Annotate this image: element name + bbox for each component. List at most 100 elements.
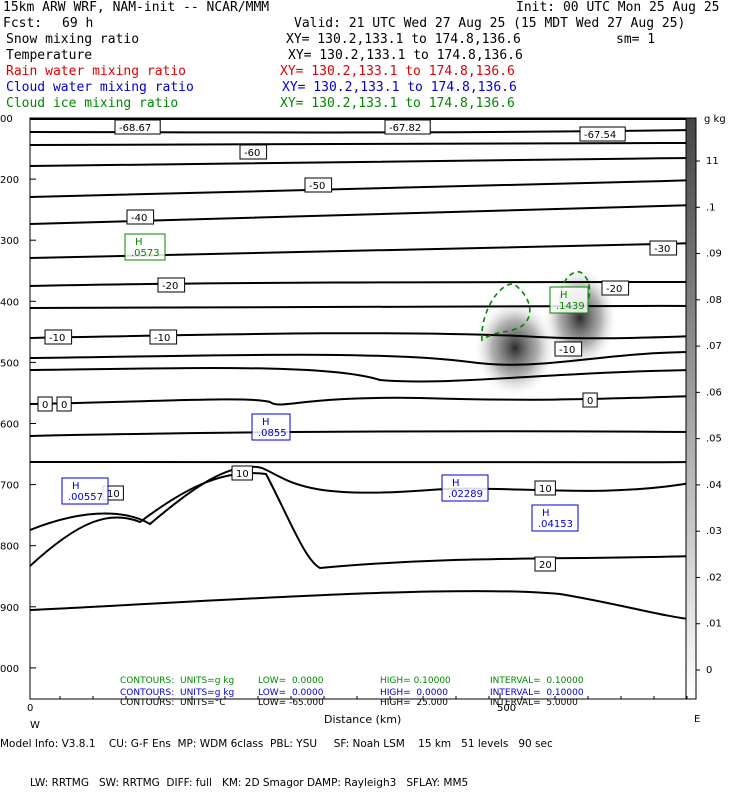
- y-tick-label: 500: [0, 358, 19, 369]
- maximum-box: [124, 233, 166, 261]
- maximum-symbol: H: [262, 417, 270, 428]
- y-tick-label: 00: [0, 114, 13, 125]
- colorbar-tick-label: .01: [706, 619, 722, 630]
- maximum-box: [61, 477, 109, 505]
- field-xy-cloud-ice: XY= 130.2,133.1 to 174.8,136.6: [280, 96, 515, 111]
- contour-info-text: LOW= -65.000: [258, 698, 324, 708]
- contour-label-box: [649, 240, 678, 256]
- field-xy-temperature: XY= 130.2,133.1 to 174.8,136.6: [288, 48, 523, 63]
- contour-label: 20: [539, 560, 552, 571]
- distance-label: Distance (km): [324, 713, 402, 726]
- contour-info-text: HIGH= 25.000: [380, 698, 448, 708]
- colorbar-tick-label: .08: [706, 295, 722, 306]
- maximum-symbol: H: [135, 237, 143, 248]
- contour-info-text: INTERVAL= 5.0000: [490, 698, 578, 708]
- maximum-value: .00557: [68, 492, 103, 503]
- y-tick-label: 400: [0, 297, 19, 308]
- contour-label-box: [384, 119, 431, 135]
- maximum-box: [441, 474, 489, 502]
- colorbar-tick-label: .02: [706, 572, 722, 583]
- corner-east: E: [694, 714, 701, 725]
- contour-label: 10: [236, 469, 249, 480]
- contour-label: -10: [559, 345, 575, 356]
- maximum-value: .0573: [131, 248, 160, 259]
- contour-label-box: [582, 392, 598, 408]
- contour-label-box: [44, 329, 73, 345]
- contour-info-text: INTERVAL= 0.10000: [490, 688, 584, 698]
- contour-label-box: [114, 119, 161, 135]
- y-tick-label: 700: [0, 481, 19, 492]
- contour-line: [29, 129, 697, 134]
- contour-label: -40: [131, 213, 147, 224]
- field-name-rain: Rain water mixing ratio: [6, 64, 187, 79]
- maximum-symbol: H: [72, 481, 80, 492]
- contour-label-box: [239, 144, 268, 160]
- model-title: 15km ARW WRF, NAM-init -- NCAR/MMM: [3, 0, 270, 15]
- contour-label: -30: [654, 244, 670, 255]
- x-axis-ticks: 0 500: [27, 693, 688, 714]
- contour-line: [29, 367, 697, 383]
- cloud-ice-contours: [481, 271, 591, 342]
- contour-label: -50: [309, 181, 325, 192]
- contour-info-text: LOW= 0.0000: [258, 676, 324, 686]
- contour-label: -20: [162, 281, 178, 292]
- x-tick-label: 500: [497, 703, 516, 714]
- contour-label: 10: [107, 489, 120, 500]
- maximum-value: .04153: [538, 519, 573, 530]
- maximum-value: .02289: [448, 489, 483, 500]
- contour-info-text: CONTOURS: UNITS=g kg: [120, 676, 235, 686]
- contour-label-box: [304, 177, 333, 193]
- contour-label: 10: [539, 484, 552, 495]
- field-xy-snow: XY= 130.2,133.1 to 174.8,136.6: [286, 32, 521, 47]
- contour-line: [29, 179, 697, 198]
- init-time: Init: 00 UTC Mon 25 Aug 25: [516, 0, 720, 15]
- field-name-temperature: Temperature: [6, 48, 93, 63]
- maximum-box: [549, 286, 589, 314]
- colorbar-tick-label: 11: [706, 156, 719, 167]
- colorbar-units: g kg: [704, 114, 726, 125]
- fcst-value: 69 h: [62, 16, 94, 31]
- y-tick-label: 600: [0, 420, 19, 431]
- y-axis-ticks: 00 200 300 400 500 600 700 800 900 000: [0, 114, 36, 675]
- y-tick-label: 200: [0, 175, 19, 186]
- contour-label-box: [56, 396, 72, 412]
- colorbar-tick-label: .04: [706, 480, 722, 491]
- contour-line: [29, 590, 697, 621]
- contour-line: [29, 157, 697, 167]
- contour-label: -10: [49, 333, 65, 344]
- fcst-label: Fcst:: [3, 16, 43, 31]
- contour-label: -60: [244, 148, 260, 159]
- contour-label-box: [231, 465, 253, 481]
- cloud-ice-outline: [481, 283, 531, 342]
- contour-label: 0: [587, 396, 593, 407]
- contour-label-box: [157, 277, 186, 293]
- contour-label-box: [534, 556, 556, 572]
- header: 15km ARW WRF, NAM-init -- NCAR/MMM Init:…: [0, 0, 740, 115]
- contour-line: [29, 281, 697, 287]
- plot-frame: [29, 117, 697, 700]
- contour-info-text: LOW= 0.0000: [258, 688, 324, 698]
- cloud-ice-outline: [559, 271, 591, 315]
- maximum-value: .0855: [258, 428, 287, 439]
- maximum-box: [531, 504, 579, 532]
- colorbar-ticks: 11 .1 .09 .08 .07 .06 .05 .04 .03 .02 .01 0 g kg: [696, 114, 726, 676]
- contour-label-box: [37, 396, 53, 412]
- contour-label: 0: [42, 400, 48, 411]
- y-tick-label: 900: [0, 603, 19, 614]
- colorbar-tick-label: .07: [706, 341, 722, 352]
- contour-line: [29, 142, 697, 146]
- colorbar-tick-label: 0: [706, 665, 712, 676]
- colorbar: [685, 117, 697, 700]
- contour-label: -20: [606, 284, 622, 295]
- contour-label-box: [554, 341, 583, 357]
- maximum-box: [251, 413, 291, 441]
- contour-line: [29, 430, 697, 437]
- contour-info-text: INTERVAL= 0.10000: [490, 676, 584, 686]
- field-extra-snow: sm= 1: [616, 32, 656, 47]
- contour-line: [29, 204, 697, 225]
- contour-label: -68.67: [119, 123, 151, 134]
- field-name-cloud-ice: Cloud ice mixing ratio: [6, 96, 179, 111]
- contour-label: -67.82: [389, 123, 421, 134]
- contour-info-text: CONTOURS: UNITS=°C: [120, 698, 226, 708]
